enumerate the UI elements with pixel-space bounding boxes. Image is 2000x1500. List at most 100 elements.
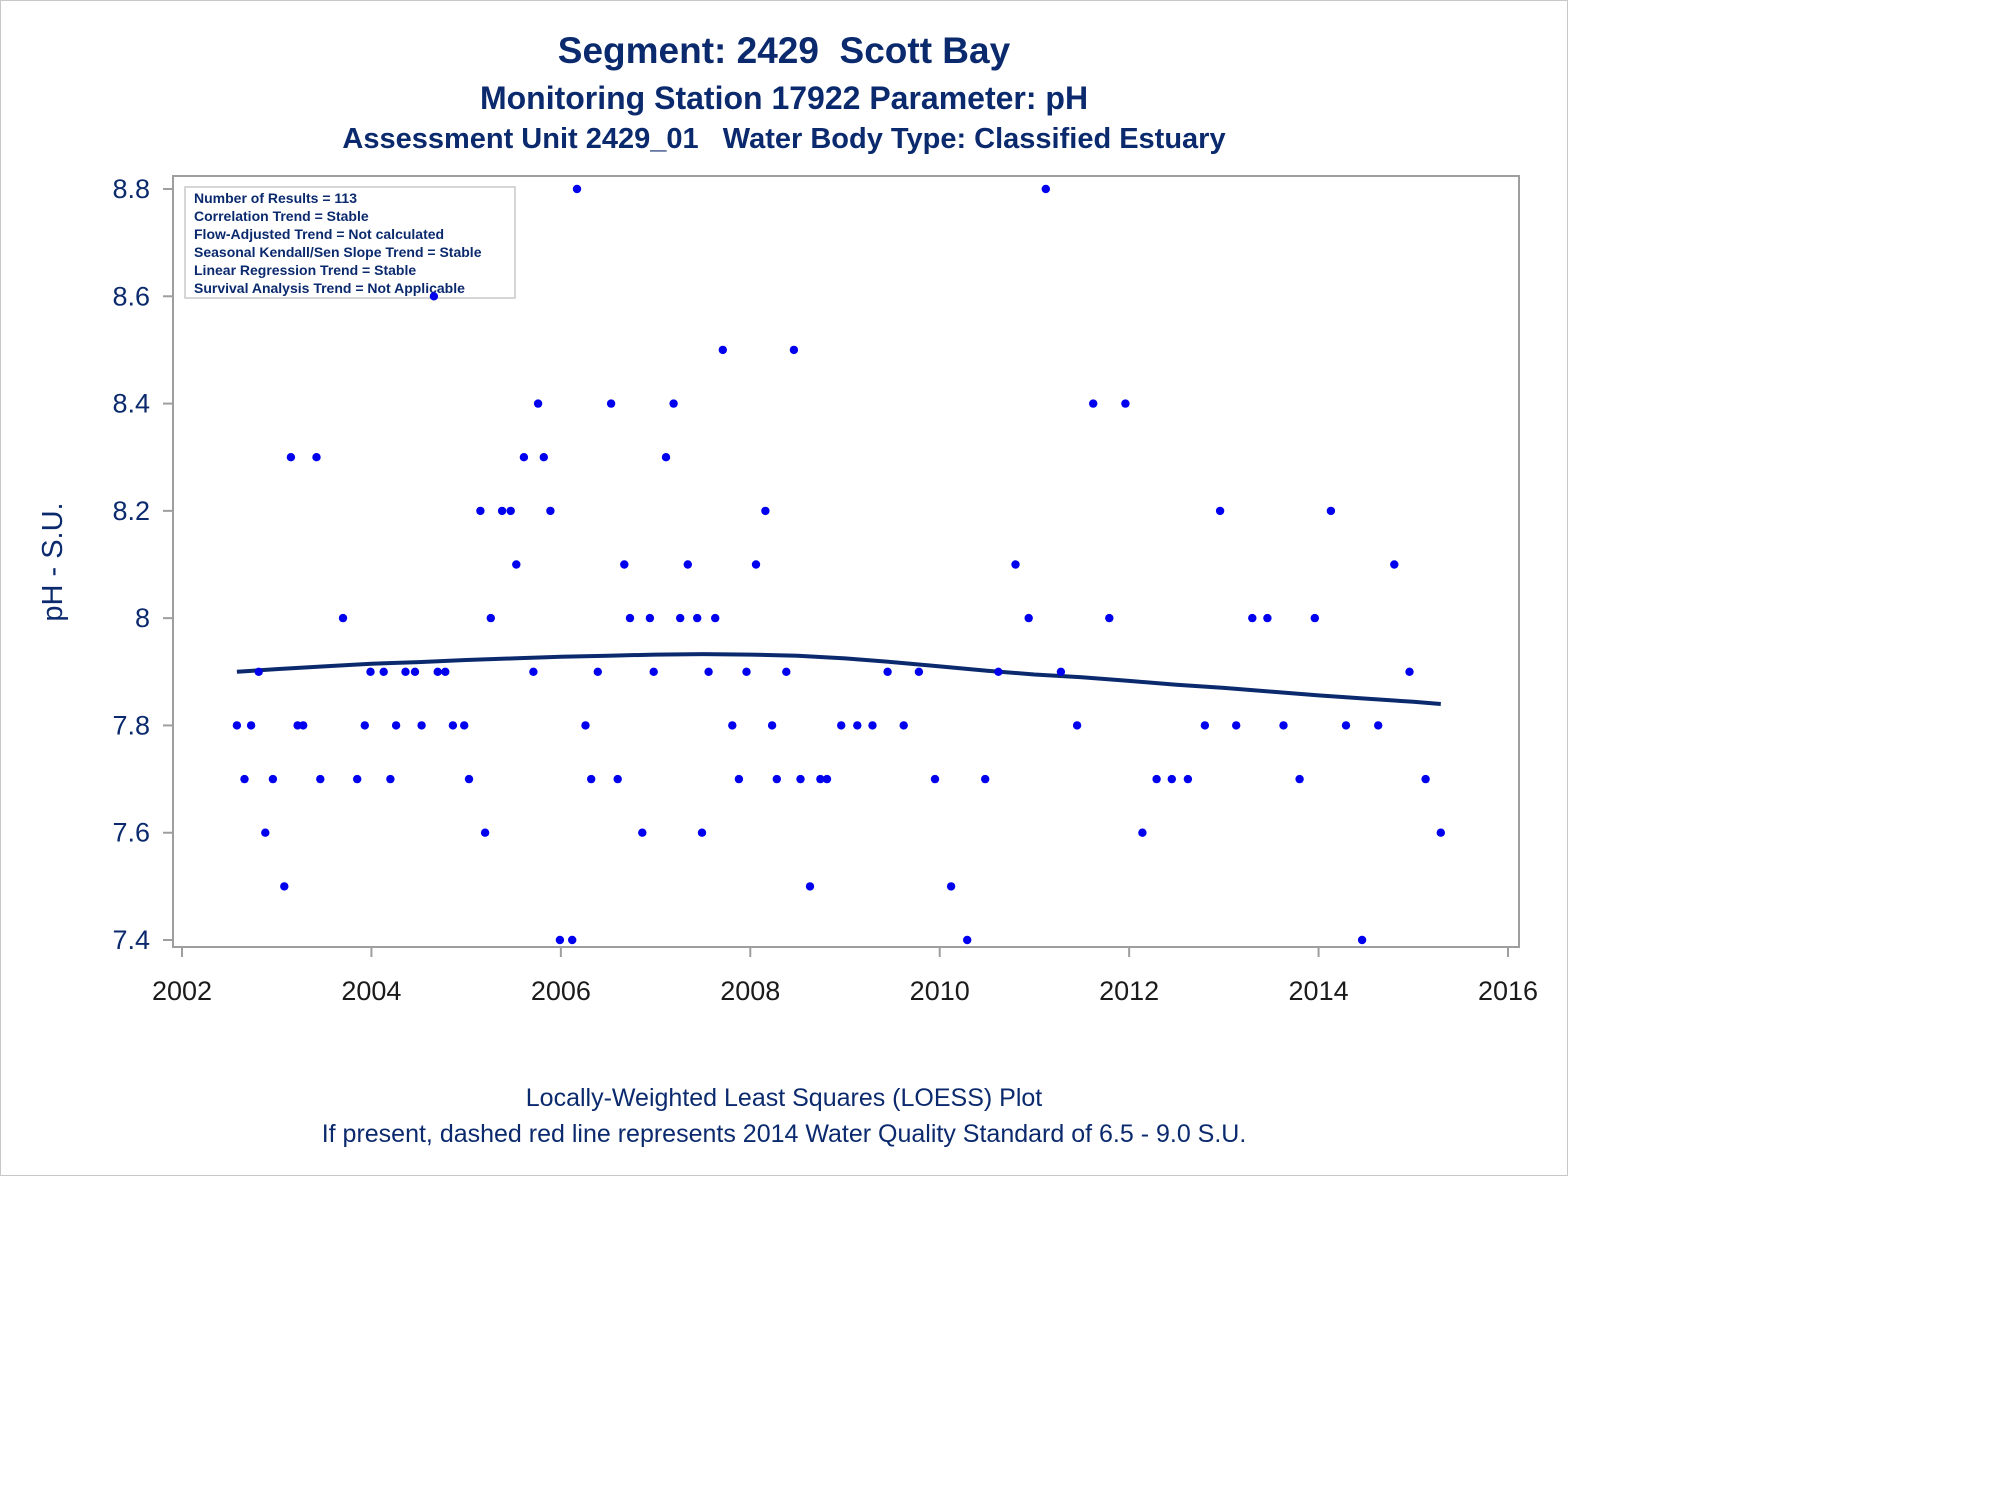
data-point xyxy=(417,721,426,730)
data-point xyxy=(1341,721,1351,730)
data-point xyxy=(868,721,877,730)
data-point xyxy=(268,774,278,784)
data-point xyxy=(366,667,375,676)
data-point xyxy=(1072,721,1082,730)
data-point xyxy=(914,667,924,676)
data-point xyxy=(1436,828,1446,837)
data-point xyxy=(572,184,582,194)
data-point xyxy=(254,667,263,676)
data-point xyxy=(1138,828,1147,837)
data-point xyxy=(789,345,799,355)
x-tick-label: 2014 xyxy=(1289,976,1349,1006)
data-point xyxy=(280,882,289,891)
x-tick-label: 2004 xyxy=(341,976,401,1006)
y-tick-label: 7.8 xyxy=(112,710,150,740)
data-point xyxy=(246,721,256,730)
chart-subtitle-2: Assessment Unit 2429_01 Water Body Type:… xyxy=(342,123,1226,155)
data-point xyxy=(606,399,616,408)
scatter-plot: pH - S.U. 2002 2004 2006 2008 2010 2012 2014 20… xyxy=(37,174,1538,1006)
data-point xyxy=(718,345,727,355)
data-point xyxy=(533,399,543,408)
data-point xyxy=(1121,399,1130,408)
data-point xyxy=(822,774,832,784)
data-point xyxy=(1041,184,1051,194)
data-point xyxy=(1326,506,1336,516)
y-tick-label: 7.4 xyxy=(112,925,150,955)
data-point xyxy=(401,667,410,676)
data-point xyxy=(1310,613,1320,623)
data-point xyxy=(568,935,577,945)
figure-frame xyxy=(0,0,1568,1176)
stat-line: Linear Regression Trend = Stable xyxy=(194,262,416,278)
x-tick-label: 2010 xyxy=(910,976,970,1006)
data-point xyxy=(994,667,1003,676)
chart-title: Segment: 2429 Scott Bay xyxy=(557,30,1011,71)
y-tick-label: 8.8 xyxy=(112,174,150,204)
data-point xyxy=(555,935,565,945)
stat-line: Number of Results = 113 xyxy=(194,190,357,206)
data-point xyxy=(649,667,658,676)
data-point xyxy=(379,667,388,676)
data-point xyxy=(837,721,846,730)
data-point xyxy=(1390,560,1399,569)
data-point xyxy=(697,828,707,837)
data-point xyxy=(1089,399,1098,408)
x-tick-label: 2016 xyxy=(1478,976,1538,1006)
data-point xyxy=(476,506,485,516)
data-point xyxy=(441,667,450,676)
data-point xyxy=(761,506,770,516)
data-point xyxy=(338,613,348,623)
data-point xyxy=(1024,613,1033,623)
data-point xyxy=(1183,774,1193,784)
data-point xyxy=(529,667,538,676)
x-tick-label: 2006 xyxy=(531,976,591,1006)
data-point xyxy=(1011,560,1020,569)
data-point xyxy=(645,613,655,623)
data-point xyxy=(1215,506,1225,516)
data-point xyxy=(299,721,308,730)
y-tick-label: 8.6 xyxy=(112,281,150,311)
loess-curve xyxy=(236,652,1441,706)
data-point xyxy=(316,774,325,784)
data-point xyxy=(480,828,490,837)
data-point xyxy=(676,613,685,623)
data-point xyxy=(232,721,242,730)
data-point xyxy=(683,560,692,569)
data-point xyxy=(391,721,401,730)
y-tick-label: 7.6 xyxy=(112,818,150,848)
data-point xyxy=(1263,613,1272,623)
data-point xyxy=(1056,667,1066,676)
y-tick-label: 8.4 xyxy=(112,389,150,419)
data-point xyxy=(1167,774,1177,784)
data-point xyxy=(796,774,805,784)
stat-line: Seasonal Kendall/Sen Slope Trend = Stabl… xyxy=(194,244,482,260)
statistics-box: Number of Results = 113 Correlation Tren… xyxy=(184,186,516,299)
data-point xyxy=(1421,774,1430,784)
data-point xyxy=(519,453,529,462)
y-axis-label: pH - S.U. xyxy=(37,502,69,621)
data-point xyxy=(669,399,678,408)
data-point xyxy=(734,774,744,784)
data-point xyxy=(506,506,515,516)
data-point xyxy=(1200,721,1210,730)
data-point xyxy=(1152,774,1161,784)
data-point xyxy=(772,774,781,784)
data-point xyxy=(1295,774,1304,784)
data-point xyxy=(853,721,862,730)
data-point xyxy=(613,774,622,784)
stat-line: Correlation Trend = Stable xyxy=(194,208,369,224)
data-point xyxy=(360,721,369,730)
data-point xyxy=(429,292,439,301)
data-point xyxy=(1279,721,1288,730)
data-point xyxy=(1357,935,1367,945)
chart-subtitle: Monitoring Station 17922 Parameter: pH xyxy=(479,80,1089,116)
data-point xyxy=(899,721,908,730)
data-point xyxy=(805,882,815,891)
data-point xyxy=(946,882,956,891)
data-point xyxy=(782,667,791,676)
data-point xyxy=(286,453,296,462)
data-point xyxy=(512,560,521,569)
data-point xyxy=(638,828,647,837)
x-tick-label: 2012 xyxy=(1099,976,1159,1006)
stat-line: Flow-Adjusted Trend = Not calculated xyxy=(194,226,444,242)
